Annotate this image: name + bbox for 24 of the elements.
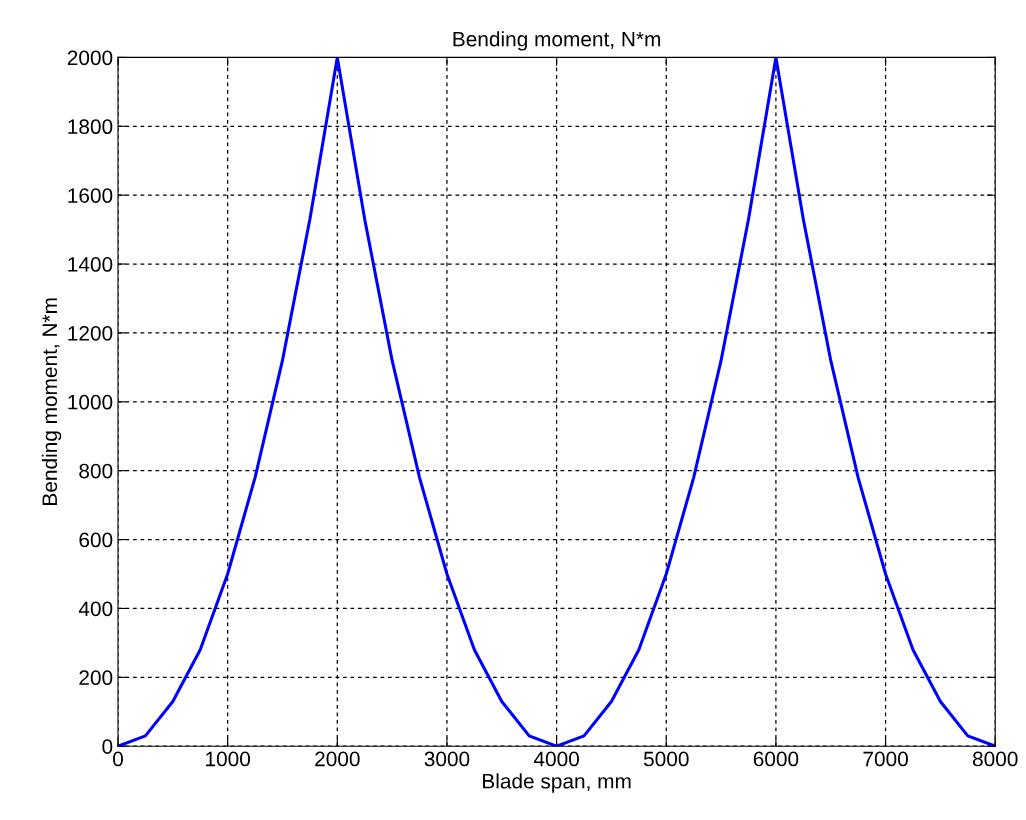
x-tick-label: 3000: [424, 751, 470, 767]
x-axis-title: Blade span, mm: [483, 773, 631, 793]
y-tick-label: 1800: [68, 119, 113, 135]
y-tick-label: 1200: [68, 325, 113, 341]
y-tick-label: 1000: [68, 394, 113, 410]
x-tick-label: 5000: [643, 751, 689, 767]
y-tick-label: 1600: [68, 188, 113, 203]
y-tick-label: 2000: [67, 50, 113, 66]
x-tick-label: 6000: [753, 751, 799, 767]
y-tick-label: 0: [102, 739, 113, 754]
y-tick-label: 400: [78, 601, 113, 617]
x-tick-label: 2000: [315, 751, 360, 767]
x-tick-label: 7000: [863, 751, 908, 767]
x-tick-label: 0: [113, 751, 123, 767]
y-tick-label: 200: [79, 670, 113, 686]
x-tick-label: 8000: [972, 751, 1018, 767]
line-series: [117, 57, 996, 747]
chart-title: Bending moment, N*m: [453, 31, 661, 51]
y-axis-title: Bending moment, N*m: [41, 298, 62, 505]
x-tick-label: 1000: [206, 751, 250, 767]
y-tick-label: 1400: [68, 257, 113, 272]
y-tick-label: 600: [79, 532, 113, 548]
y-tick-label: 800: [79, 463, 113, 479]
x-tick-label: 4000: [533, 751, 579, 767]
